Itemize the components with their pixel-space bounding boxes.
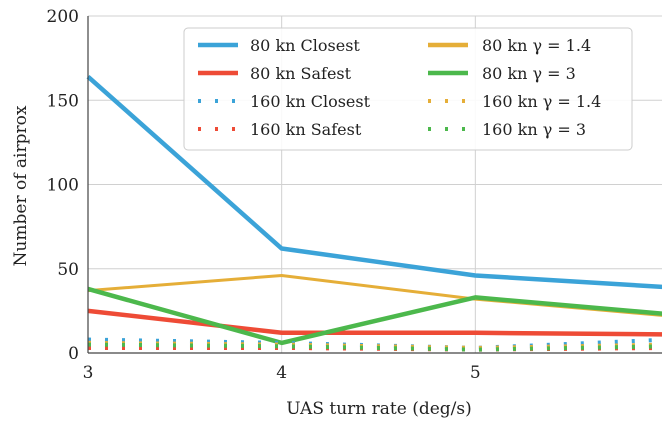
series-lines [86,74,662,352]
x-tick-label: 3 [83,363,94,383]
y-tick-label: 100 [47,176,79,196]
tick-labels: 0501001502003456 [47,7,481,383]
legend: 80 kn Closest 80 kn Safest 160 kn Closest 1… [183,27,633,151]
series-line-1 [86,74,662,290]
y-tick-label: 50 [57,260,79,280]
series-line-6 [87,286,662,346]
y-axis-label: Number of airprox [11,105,31,266]
legend-label: 160 kn γ = 1.4 [482,92,601,111]
y-tick-label: 200 [47,7,79,27]
legend-label: 160 kn Safest [250,120,362,139]
y-tick-label: 0 [68,344,79,364]
series-line-4 [88,345,662,352]
legend-label: 80 kn γ = 3 [482,64,576,83]
legend-label: 80 kn γ = 1.4 [482,36,591,55]
y-tick-label: 150 [47,91,79,111]
legend-label: 80 kn Safest [250,64,352,83]
series-line-8 [87,342,662,352]
x-tick-label: 4 [276,363,287,383]
legend-label: 80 kn Closest [250,36,360,55]
legend-label: 160 kn γ = 3 [482,120,586,139]
axes-frame [87,16,662,354]
legend-box [183,27,633,151]
series-line-2 [87,308,662,337]
x-tick-label: 5 [470,363,481,383]
x-axis-label: UAS turn rate (deg/s) [286,399,472,419]
legend-label: 160 kn Closest [250,92,371,111]
